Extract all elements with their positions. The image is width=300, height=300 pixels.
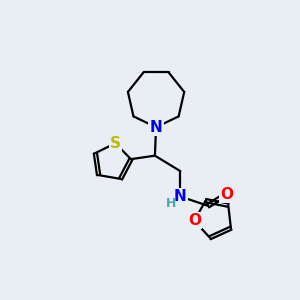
Text: N: N (150, 120, 162, 135)
Text: O: O (188, 213, 201, 228)
Text: S: S (110, 136, 121, 151)
Text: H: H (165, 196, 176, 209)
Text: N: N (174, 189, 187, 204)
Text: O: O (220, 187, 233, 202)
